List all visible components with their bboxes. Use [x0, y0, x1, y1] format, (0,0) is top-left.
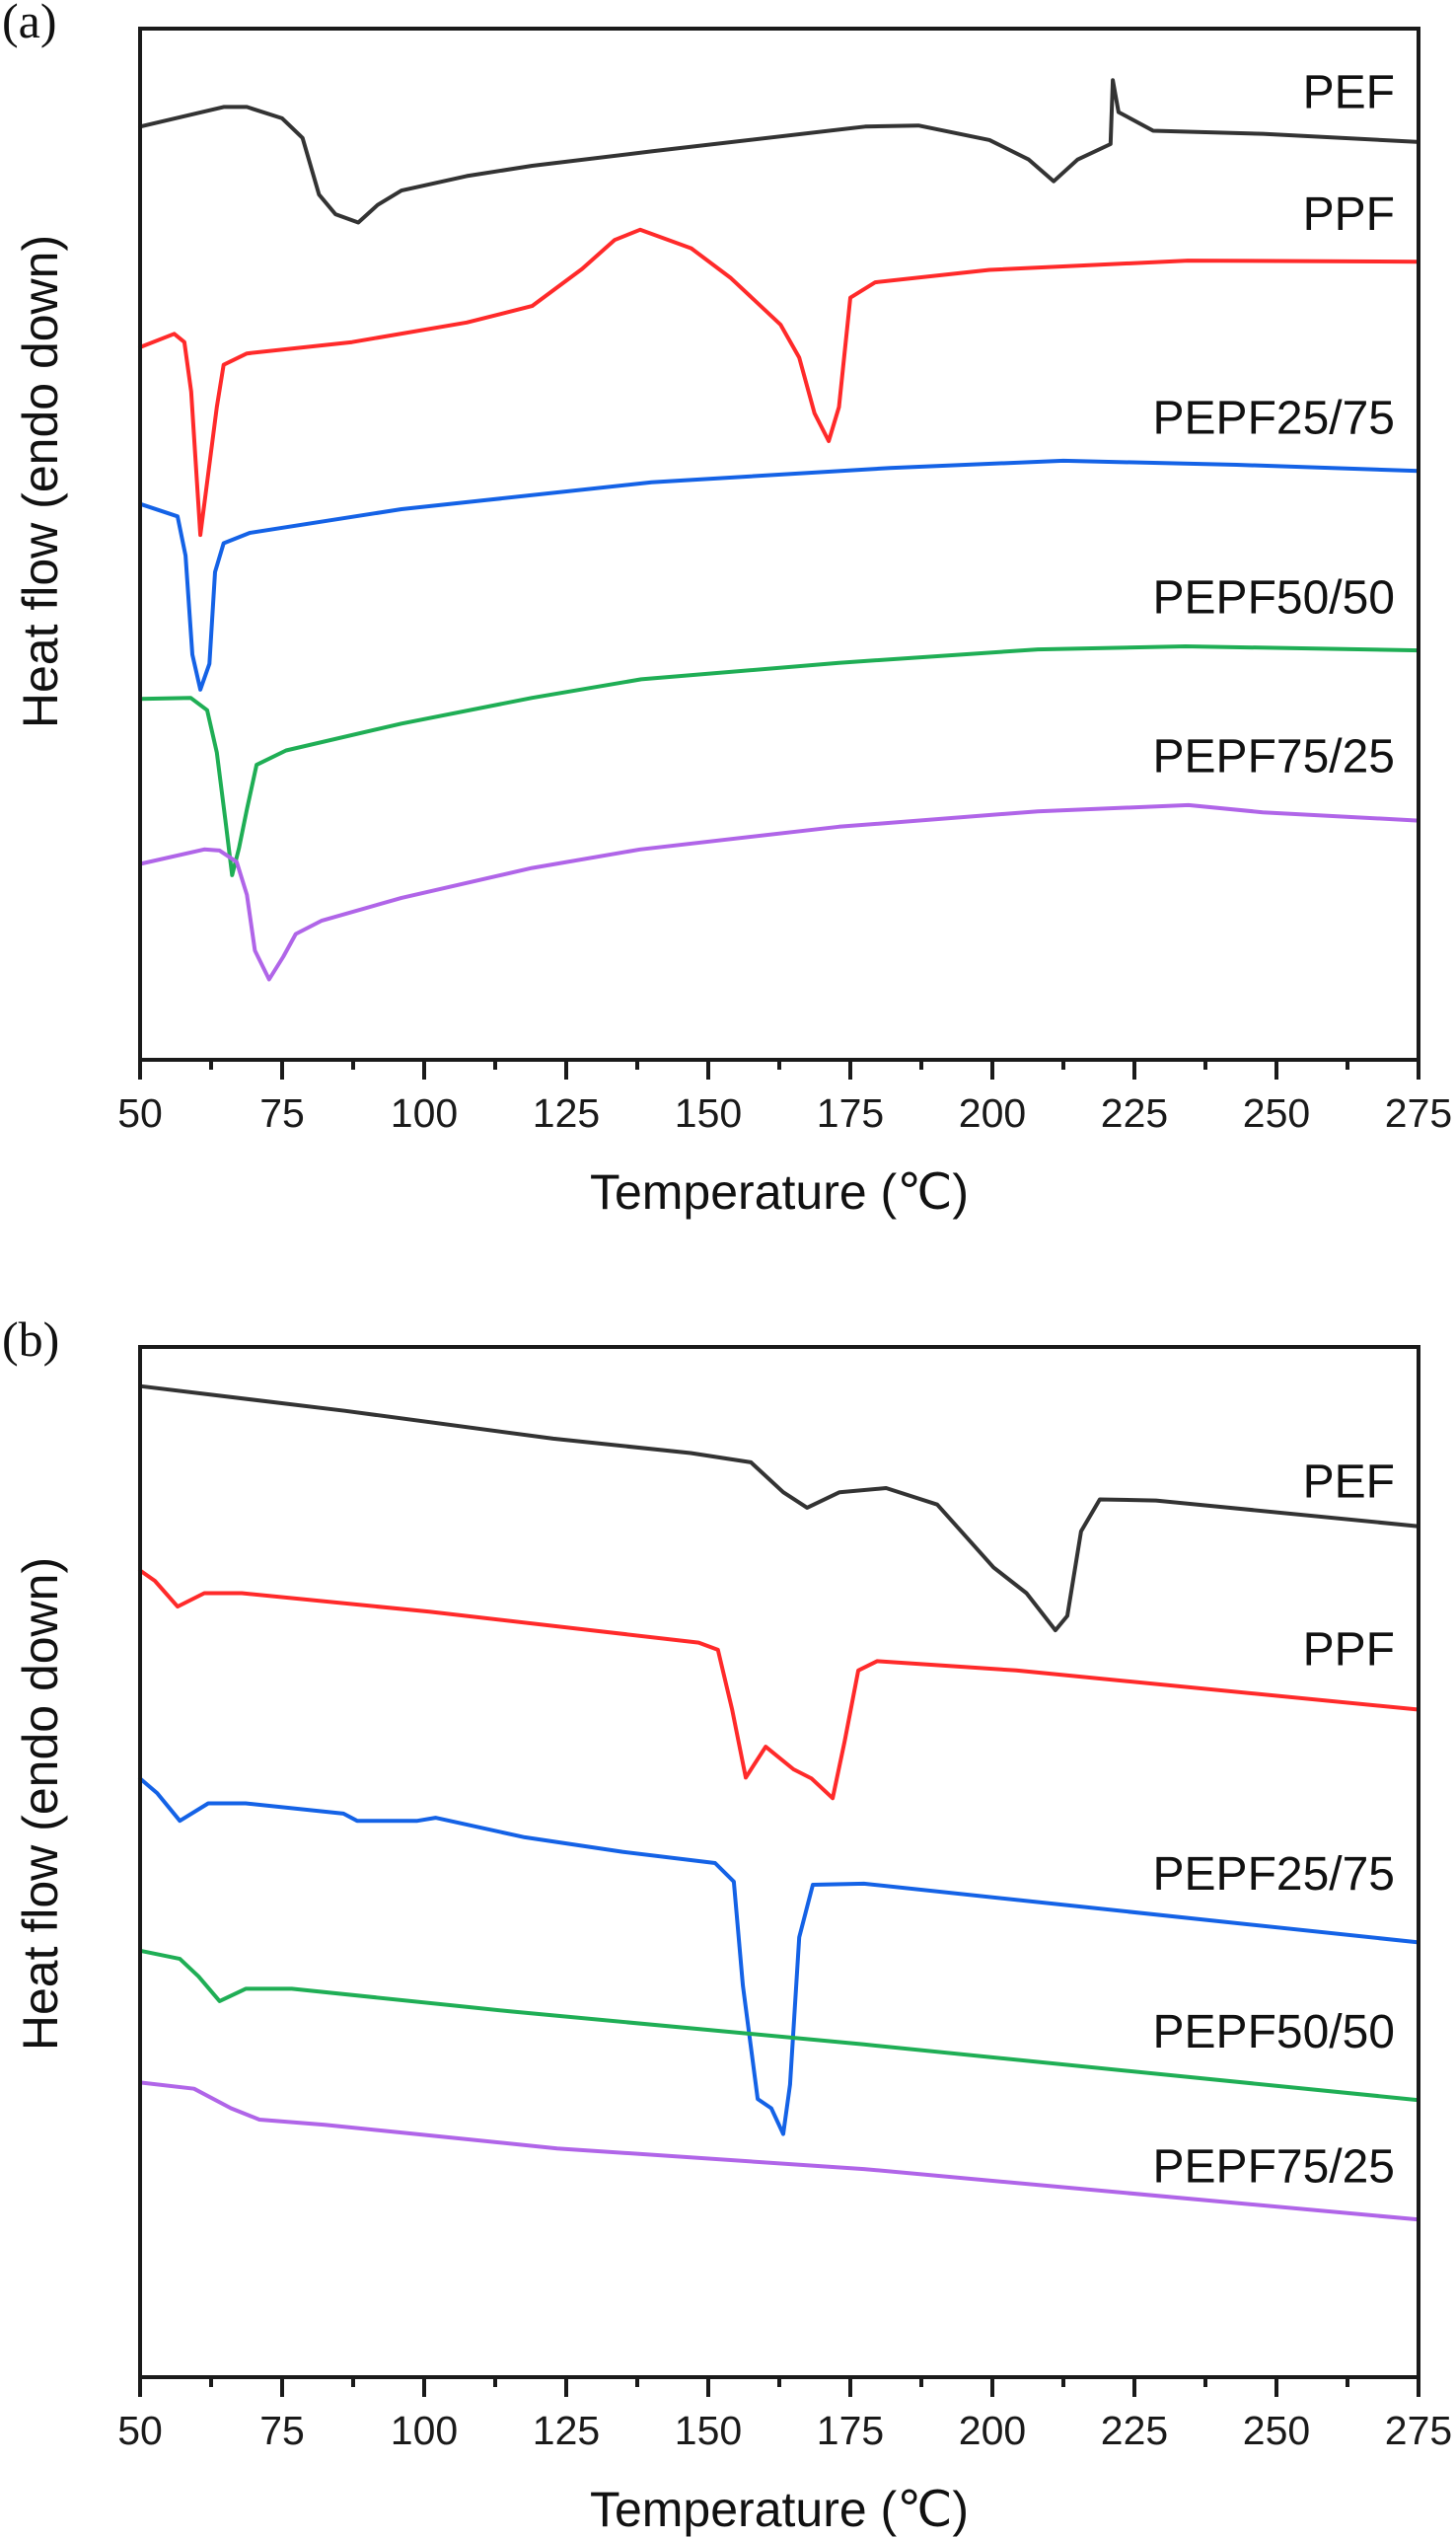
series-label-pef: PEF: [1303, 1456, 1395, 1508]
x-tick-label: 275: [1385, 1090, 1452, 1136]
x-axis: 50 75 100 125 150 175 200 225 250 275: [117, 2377, 1452, 2453]
x-axis-title: Temperature (℃): [590, 1164, 969, 1220]
x-tick-label: 200: [959, 2408, 1026, 2453]
x-tick-label: 50: [117, 2408, 163, 2453]
x-tick-label: 250: [1243, 1090, 1310, 1136]
x-tick-label: 100: [391, 2408, 458, 2453]
y-axis-title: Heat flow (endo down): [13, 1557, 68, 2051]
series-line-pef: [138, 78, 1420, 225]
series-line-pef: [138, 1383, 1420, 1633]
x-tick-label: 50: [117, 1090, 163, 1136]
x-tick-label: 75: [259, 1090, 305, 1136]
series-line-ppf: [138, 1568, 1420, 1801]
y-axis-title: Heat flow (endo down): [13, 235, 68, 728]
series-label-pepf25-75: PEPF25/75: [1153, 1848, 1395, 1901]
x-tick-label: 225: [1101, 2408, 1168, 2453]
plot-frame: [138, 27, 1420, 1062]
series-line-pepf50-50: [138, 1948, 1420, 2103]
series-label-ppf: PPF: [1303, 1624, 1395, 1677]
series-label-pepf50-50: PEPF50/50: [1153, 572, 1395, 625]
panel-a: (a) Heat flow (endo down) Temperature (℃…: [2, 0, 1452, 1220]
series-labels: PEF PPF PEPF25/75 PEPF50/50 PEPF75/25: [1153, 66, 1395, 783]
x-tick-label: 150: [675, 1090, 742, 1136]
x-tick-label: 225: [1101, 1090, 1168, 1136]
panel-b: (b) Heat flow (endo down) Temperature (℃…: [2, 1311, 1452, 2537]
series-line-pepf25-75: [138, 1776, 1420, 2136]
series-label-pef: PEF: [1303, 66, 1395, 118]
x-axis-title: Temperature (℃): [590, 2482, 969, 2537]
x-tick-label: 200: [959, 1090, 1026, 1136]
x-tick-label: 100: [391, 1090, 458, 1136]
series-labels: PEF PPF PEPF25/75 PEPF50/50 PEPF75/25: [1153, 1456, 1395, 2193]
series-label-pepf75-25: PEPF75/25: [1153, 2141, 1395, 2194]
series-line-ppf: [138, 227, 1420, 538]
series-line-pepf25-75: [138, 458, 1420, 692]
x-tick-label: 175: [817, 2408, 884, 2453]
x-axis: 50 75 100 125 150 175 200 225 250 275: [117, 1060, 1452, 1136]
panel-label: (a): [2, 0, 57, 48]
plot-frame: [138, 1345, 1420, 2379]
panel-label: (b): [2, 1311, 59, 1367]
series-label-pepf75-25: PEPF75/25: [1153, 730, 1395, 783]
x-tick-label: 125: [533, 2408, 600, 2453]
series-label-pepf50-50: PEPF50/50: [1153, 2006, 1395, 2058]
x-tick-label: 125: [533, 1090, 600, 1136]
series-line-pepf75-25: [138, 802, 1420, 982]
series-label-pepf25-75: PEPF25/75: [1153, 393, 1395, 445]
x-tick-label: 75: [259, 2408, 305, 2453]
series-line-pepf50-50: [138, 644, 1420, 877]
x-tick-label: 175: [817, 1090, 884, 1136]
series-line-pepf75-25: [138, 2080, 1420, 2222]
plot-area: [138, 78, 1420, 982]
x-tick-label: 150: [675, 2408, 742, 2453]
x-tick-label: 250: [1243, 2408, 1310, 2453]
plot-area: [138, 1383, 1420, 2222]
x-tick-label: 275: [1385, 2408, 1452, 2453]
series-label-ppf: PPF: [1303, 188, 1395, 241]
